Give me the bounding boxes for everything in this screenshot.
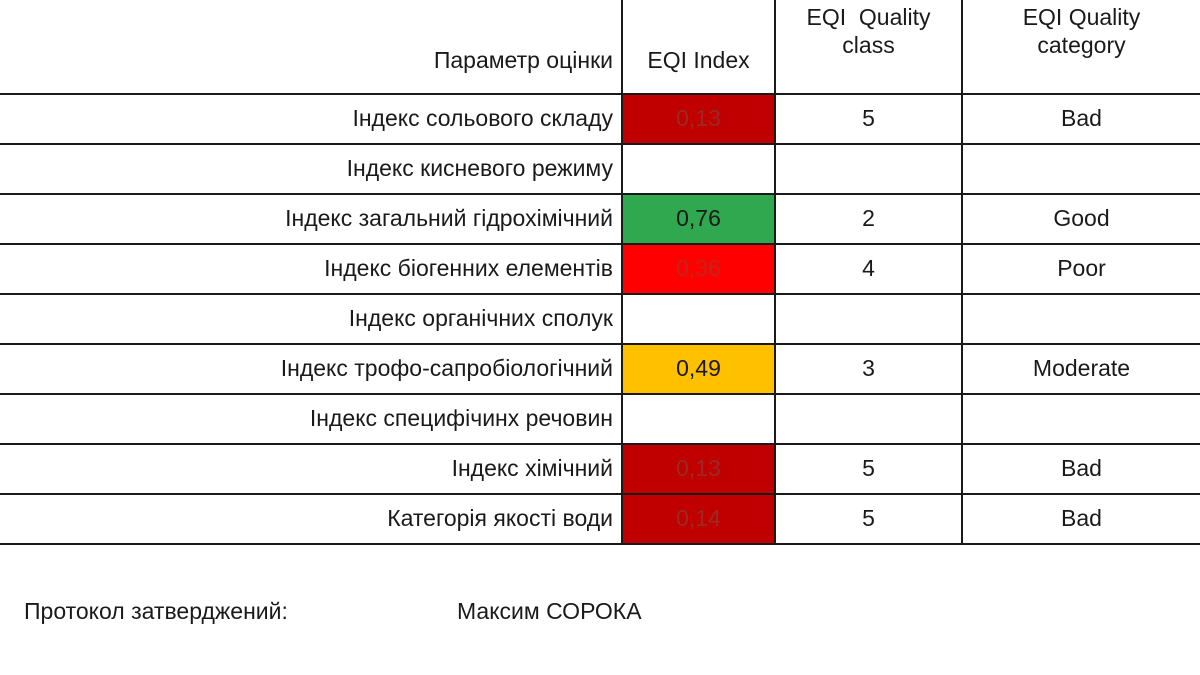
eqi-index-cell: 0,13	[621, 444, 775, 495]
quality-class-cell: 5	[774, 494, 962, 545]
quality-class-cell	[774, 144, 962, 195]
table-row: Індекс кисневого режиму	[0, 144, 1200, 195]
header-eqi-index: EQI Index	[621, 0, 775, 95]
table-row: Індекс трофо-сапробіологічний 0,49 3 Mod…	[0, 344, 1200, 395]
header-eqi-quality-category: EQI Quality category	[961, 0, 1200, 95]
header-parameter: Параметр оцінки	[0, 0, 622, 95]
quality-category-cell: Bad	[961, 94, 1200, 145]
parameter-cell: Індекс трофо-сапробіологічний	[0, 344, 622, 395]
eqi-index-cell: 0,13	[621, 94, 775, 145]
quality-category-cell: Moderate	[961, 344, 1200, 395]
quality-class-cell	[774, 294, 962, 345]
table-row: Категорія якості води 0,14 5 Bad	[0, 494, 1200, 545]
quality-category-cell	[961, 144, 1200, 195]
parameter-cell: Індекс загальний гідрохімічний	[0, 194, 622, 245]
header-row: Параметр оцінки EQI Index EQI Quality cla…	[0, 0, 1200, 95]
quality-category-cell: Bad	[961, 444, 1200, 495]
table-header: Параметр оцінки EQI Index EQI Quality cla…	[0, 0, 1200, 95]
approver-name: Максим СОРОКА	[457, 598, 642, 624]
eqi-index-cell	[621, 144, 775, 195]
header-category-line2: category	[1037, 31, 1126, 58]
parameter-cell: Індекс органічних сполук	[0, 294, 622, 345]
parameter-cell: Індекс біогенних елементів	[0, 244, 622, 295]
parameter-cell: Індекс специфічинх речовин	[0, 394, 622, 445]
table-row: Індекс хімічний 0,13 5 Bad	[0, 444, 1200, 495]
header-category-line1: EQI Quality	[1022, 4, 1141, 30]
eqi-index-cell: 0,76	[621, 194, 775, 245]
eqi-index-cell: 0,49	[621, 344, 775, 395]
quality-category-cell	[961, 394, 1200, 445]
table-row: Індекс специфічинх речовин	[0, 394, 1200, 445]
eqi-index-cell	[621, 294, 775, 345]
quality-class-cell: 4	[774, 244, 962, 295]
header-eqi-quality-class: EQI Quality class	[774, 0, 962, 95]
quality-category-cell	[961, 294, 1200, 345]
table-body: Індекс сольового складу 0,13 5 Bad Індек…	[0, 94, 1200, 545]
parameter-cell: Індекс сольового складу	[0, 94, 622, 145]
header-class-line1: EQI Quality	[806, 4, 931, 30]
approval-label: Протокол затверджений:	[24, 598, 288, 624]
parameter-cell: Категорія якості води	[0, 494, 622, 545]
table-row: Індекс загальний гідрохімічний 0,76 2 Go…	[0, 194, 1200, 245]
quality-class-cell: 2	[774, 194, 962, 245]
table-row: Індекс сольового складу 0,13 5 Bad	[0, 94, 1200, 145]
quality-category-cell: Bad	[961, 494, 1200, 545]
table-row: Індекс біогенних елементів 0,36 4 Poor	[0, 244, 1200, 295]
quality-class-cell: 5	[774, 94, 962, 145]
quality-class-cell	[774, 394, 962, 445]
eqi-index-cell	[621, 394, 775, 445]
parameter-cell: Індекс хімічний	[0, 444, 622, 495]
header-class-line2: class	[842, 31, 895, 58]
eqi-index-cell: 0,36	[621, 244, 775, 295]
quality-class-cell: 3	[774, 344, 962, 395]
eqi-index-cell: 0,14	[621, 494, 775, 545]
eqi-table: Параметр оцінки EQI Index EQI Quality cla…	[0, 0, 1200, 545]
table-row: Індекс органічних сполук	[0, 294, 1200, 345]
quality-category-cell: Good	[961, 194, 1200, 245]
quality-class-cell: 5	[774, 444, 962, 495]
parameter-cell: Індекс кисневого режиму	[0, 144, 622, 195]
quality-category-cell: Poor	[961, 244, 1200, 295]
